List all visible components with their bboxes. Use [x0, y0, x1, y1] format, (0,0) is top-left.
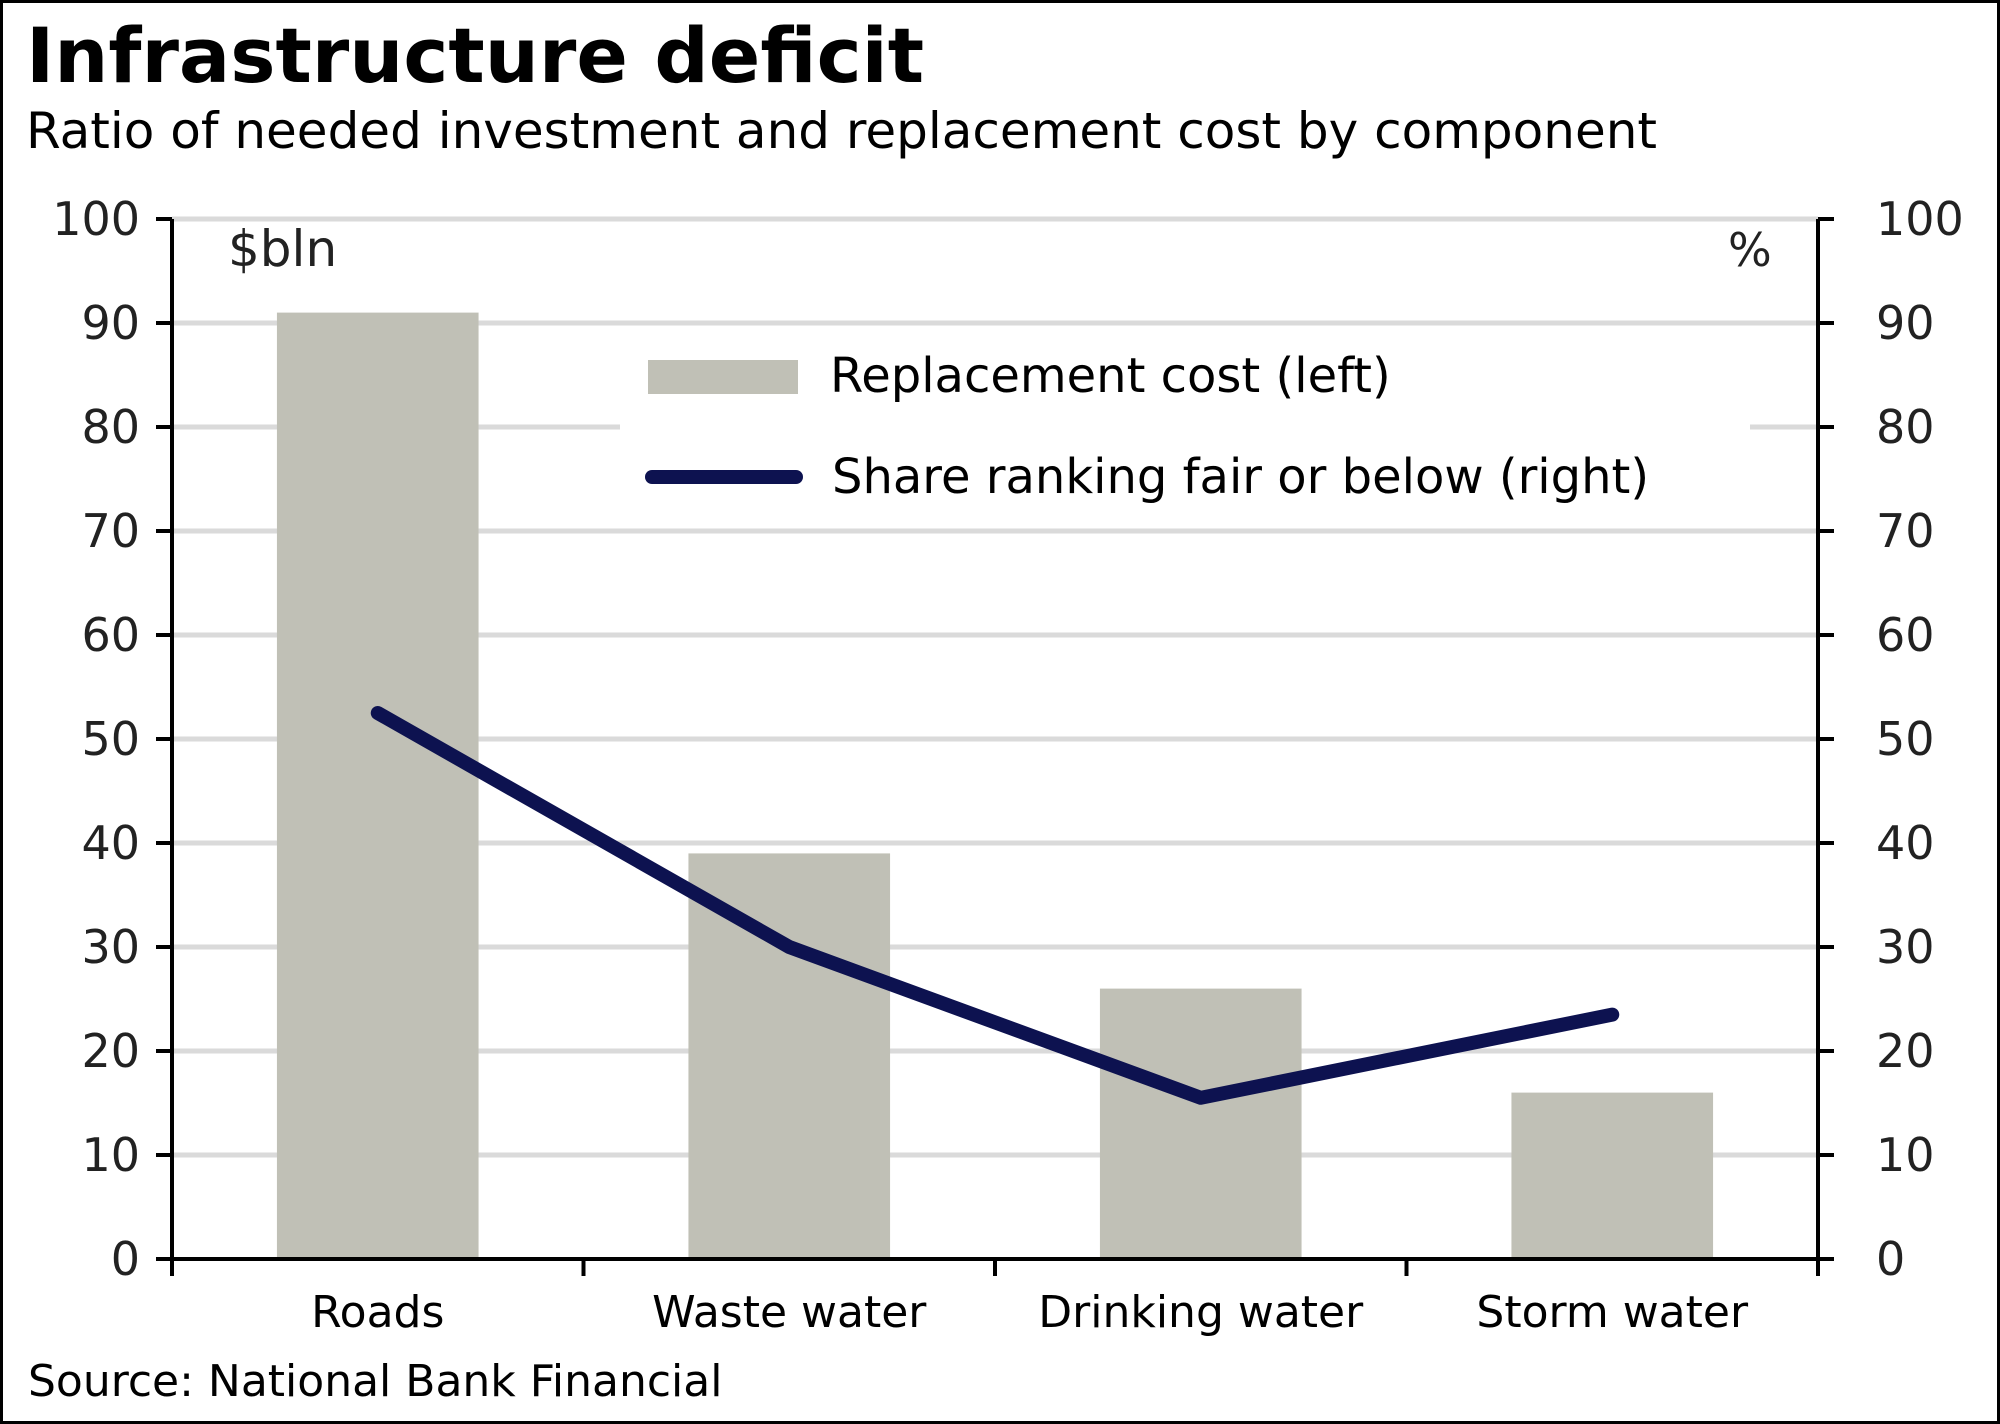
- axes: 0 10 20 30 40 50 60 70 80 90 100 0 10 20 30 40 50 60 70 80 9…: [52, 192, 1964, 1286]
- left-tick-label: 50: [81, 712, 140, 766]
- source-note: Source: National Bank Financial: [28, 1356, 722, 1407]
- right-tick-label: 80: [1876, 400, 1935, 454]
- left-tick-label: 30: [81, 920, 140, 974]
- right-tick-label: 70: [1876, 504, 1935, 558]
- chart-subtitle: Ratio of needed investment and replaceme…: [26, 102, 1657, 160]
- line-series: [370, 706, 1620, 1105]
- category-label: Storm water: [1476, 1287, 1749, 1338]
- right-tick-label: 40: [1876, 816, 1935, 870]
- bars: [276, 312, 1714, 1260]
- category-label: Roads: [311, 1287, 444, 1338]
- left-tick-label: 40: [81, 816, 140, 870]
- left-tick-label: 100: [52, 192, 140, 246]
- left-tick-label: 80: [81, 400, 140, 454]
- bar-storm-water: [1511, 1092, 1714, 1259]
- right-tick-label: 60: [1876, 608, 1935, 662]
- right-tick-label: 100: [1876, 192, 1964, 246]
- category-labels: Roads Waste water Drinking water Storm wate…: [311, 1287, 1749, 1338]
- bar-drinking-water: [1099, 988, 1302, 1259]
- right-tick-label: 30: [1876, 920, 1935, 974]
- bar-roads: [276, 312, 479, 1260]
- legend: Replacement cost (left) Share ranking fa…: [620, 340, 1750, 520]
- legend-label-bar: Replacement cost (left): [830, 348, 1391, 404]
- right-tick-label: 50: [1876, 712, 1935, 766]
- right-tick-label: 90: [1876, 296, 1935, 350]
- left-tick-label: 60: [81, 608, 140, 662]
- left-tick-label: 0: [111, 1232, 140, 1286]
- legend-swatch-bar: [648, 360, 798, 394]
- bar-waste-water: [688, 853, 891, 1259]
- left-tick-label: 10: [81, 1128, 140, 1182]
- category-label: Drinking water: [1038, 1287, 1364, 1338]
- legend-label-line: Share ranking fair or below (right): [832, 449, 1649, 505]
- left-tick-label: 90: [81, 296, 140, 350]
- category-label: Waste water: [652, 1287, 927, 1338]
- right-tick-label: 0: [1876, 1232, 1905, 1286]
- right-axis-unit: %: [1728, 223, 1772, 277]
- line-path: [370, 706, 1620, 1105]
- chart-title: Infrastructure deficit: [26, 11, 924, 100]
- right-tick-label: 10: [1876, 1128, 1935, 1182]
- right-tick-label: 20: [1876, 1024, 1935, 1078]
- legend-background: [620, 340, 1750, 520]
- left-axis-unit: $bln: [228, 220, 337, 278]
- left-tick-label: 20: [81, 1024, 140, 1078]
- left-tick-label: 70: [81, 504, 140, 558]
